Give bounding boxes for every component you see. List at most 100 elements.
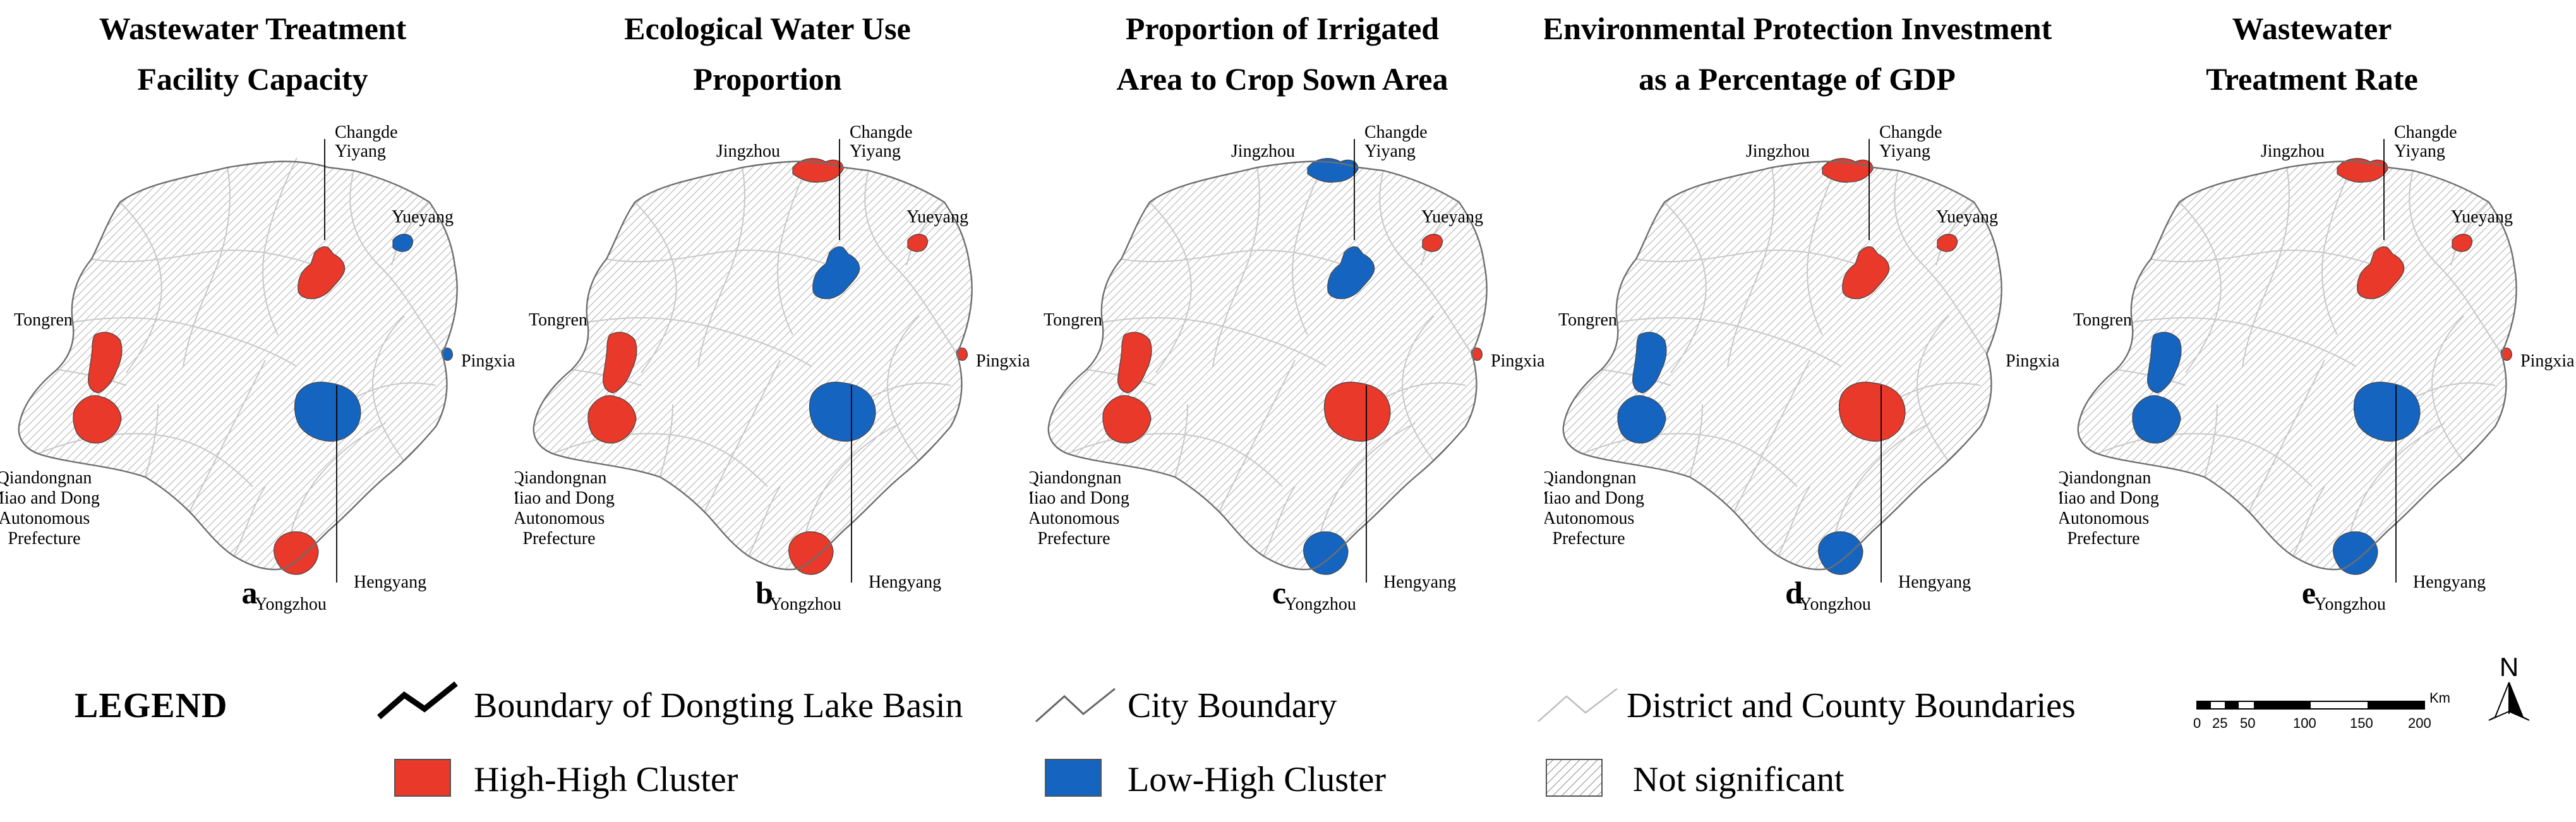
panel-title-line: as a Percentage of GDP <box>1639 61 1956 97</box>
district-boundary <box>1421 202 1460 266</box>
district-boundary <box>391 202 430 266</box>
region-yueyang <box>2452 234 2473 252</box>
region-yongzhou <box>1303 531 1349 575</box>
city-label-changde: Changde <box>1364 123 1428 142</box>
city-label-changde: Changde <box>335 123 398 142</box>
basin-boundary-symbol <box>377 681 458 720</box>
district-boundary <box>697 167 745 367</box>
district-boundary <box>1635 250 1861 266</box>
region-yongzhou <box>788 531 834 575</box>
region-tongren <box>2147 332 2182 394</box>
district-boundary <box>2292 486 2325 557</box>
city-label-yongzhou: Yongzhou <box>769 595 841 614</box>
district-boundary <box>1935 202 1975 266</box>
city-label-pingxiang: Pingxiang <box>2006 351 2059 371</box>
region-hengyang <box>1838 382 1906 442</box>
city-label-yongzhou: Yongzhou <box>1799 595 1871 614</box>
city-boundary-symbol <box>1035 687 1116 723</box>
region-hengyang <box>294 382 361 442</box>
district-boundary <box>1582 433 1798 487</box>
city-label-qiandongnan: Autonomous <box>1030 509 1119 528</box>
panel-title-line: Facility Capacity <box>137 61 368 97</box>
city-label-tongren: Tongren <box>14 310 73 330</box>
district-boundary <box>748 486 781 557</box>
district-boundary <box>1727 167 1775 367</box>
district-boundary <box>2204 404 2218 478</box>
district-boundary <box>262 157 298 335</box>
basin-boundary <box>1047 160 1488 571</box>
district-boundary <box>587 317 812 367</box>
basin-boundary <box>2077 160 2517 571</box>
panel-title: Proportion of Irrigated Area to Crop Sown… <box>1117 11 1448 97</box>
legend: LEGEND Boundary of Dongting Lake Basin C… <box>0 651 2576 822</box>
city-label-yueyang: Yueyang <box>1421 207 1483 227</box>
scale-tick-100: 100 <box>2293 715 2316 731</box>
basin-boundary <box>18 160 458 571</box>
district-boundary <box>864 170 958 354</box>
panel-title-line: Proportion of Irrigated <box>1126 11 1439 46</box>
region-yueyang <box>907 234 929 252</box>
panel-title: Ecological Water Use Proportion <box>624 11 911 97</box>
city-label-yongzhou: Yongzhou <box>1284 595 1356 614</box>
city-label-hengyang: Hengyang <box>1383 572 1456 592</box>
city-label-qiandongnan: Prefecture <box>1037 529 1110 548</box>
district-boundary <box>634 202 677 373</box>
region-yueyang <box>392 234 414 252</box>
city-label-qiandongnan: Prefecture <box>522 529 595 548</box>
district-boundary <box>704 360 781 512</box>
district-boundary <box>659 404 673 478</box>
city-label-qiandongnan: Qiandongnan <box>1030 468 1121 488</box>
basin-area <box>2078 161 2517 570</box>
city-label-jingzhou: Jingzhou <box>1231 142 1295 161</box>
region-changde-yiyang <box>298 246 346 299</box>
panel-title-line: Proportion <box>693 61 841 97</box>
city-label-yiyang: Yiyang <box>850 142 901 161</box>
city-label-qiandongnan: Autonomous <box>1544 509 1634 528</box>
city-label-qiandongnan: Prefecture <box>1552 529 1625 548</box>
city-label-qiandongnan: Miao and Dong <box>515 488 615 508</box>
city-label-tongren: Tongren <box>2073 310 2132 330</box>
city-label-yueyang: Yueyang <box>392 207 454 227</box>
region-changde-yiyang <box>1842 246 1890 299</box>
district-boundary <box>1664 202 1707 373</box>
district-boundary <box>1379 170 1472 354</box>
panel-title-line: Area to Crop Sown Area <box>1117 61 1448 97</box>
region-yueyang <box>1422 234 1443 252</box>
panel-label: a <box>242 575 258 610</box>
district-boundary <box>233 486 266 557</box>
region-changde-yiyang <box>812 246 860 299</box>
district-boundary <box>189 360 266 512</box>
basin-area <box>1563 161 2002 570</box>
district-boundary <box>1894 170 1987 354</box>
district-boundary <box>91 250 316 266</box>
district-boundary <box>1383 382 1466 399</box>
city-label-pingxiang: Pingxiang <box>976 351 1030 371</box>
city-label-hengyang: Hengyang <box>2413 572 2486 592</box>
city-label-yueyang: Yueyang <box>2451 207 2513 227</box>
panel-label: b <box>755 575 773 610</box>
district-boundary <box>145 404 159 478</box>
region-hengyang <box>1323 382 1391 442</box>
district-boundary <box>2431 315 2464 462</box>
region-yueyang <box>1937 234 1958 252</box>
district-boundary <box>2097 433 2313 487</box>
city-label-qiandongnan: Qiandongnan <box>515 468 606 488</box>
panel-title: Wastewater Treatment Facility Capacity <box>99 11 407 97</box>
legend-high-high: High-High Cluster <box>474 760 738 799</box>
legend-heading: LEGEND <box>75 686 228 725</box>
city-label-qiandongnan: Miao and Dong <box>1544 488 1644 508</box>
panel-title-line: Ecological Water Use <box>624 11 911 46</box>
city-label-pingxiang: Pingxiang <box>461 351 515 371</box>
map-panel-b: Ecological Water Use Proportion Jingzhou Ch… <box>515 0 1030 632</box>
city-label-yueyang: Yueyang <box>906 207 968 227</box>
region-tongren <box>1117 332 1152 394</box>
city-label-hengyang: Hengyang <box>869 572 941 592</box>
district-boundary <box>2150 250 2376 266</box>
district-boundary <box>2242 167 2290 367</box>
city-label-tongren: Tongren <box>1558 310 1617 330</box>
panel-label: e <box>2302 575 2316 610</box>
district-boundary <box>1401 315 1435 462</box>
city-label-qiandongnan: Prefecture <box>2067 529 2140 548</box>
panel-title-line: Wastewater <box>2232 11 2392 46</box>
